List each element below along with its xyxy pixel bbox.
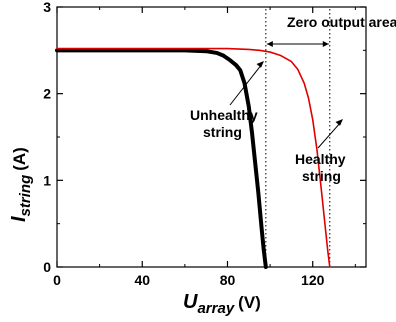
healthy-annotation-line2: string [302,168,341,184]
healthy-string-line [56,47,331,268]
zero-output-annotation: Zero output area [287,14,396,30]
healthy-arrow-line [317,121,342,149]
healthy-annotation: Healthy [295,151,346,167]
y-tick-label: 3 [43,0,51,15]
series-lines [55,47,331,269]
y-tick-label: 0 [43,259,51,275]
zero-area-arrow-left [266,41,273,47]
unhealthy-string-line [55,48,268,269]
y-tick-label: 2 [43,86,51,102]
x-axis-label-unit: (V) [238,293,261,312]
unhealthy-arrow-head [256,61,264,68]
unhealthy-annotation: Unhealthy [190,107,258,123]
unhealthy-arrow-line [229,63,263,106]
x-tick-label: 40 [134,272,150,288]
x-axis-label-sub: array [197,300,234,317]
zero-output-area [265,9,331,267]
x-axis-label: Uarray (V) [183,291,261,317]
zero-area-arrow-right [322,41,329,47]
annotation-arrows [229,61,343,149]
y-axis-label-sub: string [17,175,34,217]
unhealthy-annotation-line2: string [203,124,242,140]
x-axis-label-main: U [183,291,198,313]
x-tick-label: 120 [301,272,325,288]
x-tick-label: 0 [53,272,61,288]
healthy-arrow-head [335,119,343,126]
axis-tick-labels: 0 40 80 120 0 1 2 3 [43,0,324,288]
x-tick-label: 80 [220,272,236,288]
y-axis-label-unit: (A) [10,147,29,171]
y-axis-label-main: I [8,216,30,222]
y-axis-label: Istring (A) [8,147,34,222]
y-tick-label: 1 [43,172,51,188]
axis-ticks [56,6,366,268]
